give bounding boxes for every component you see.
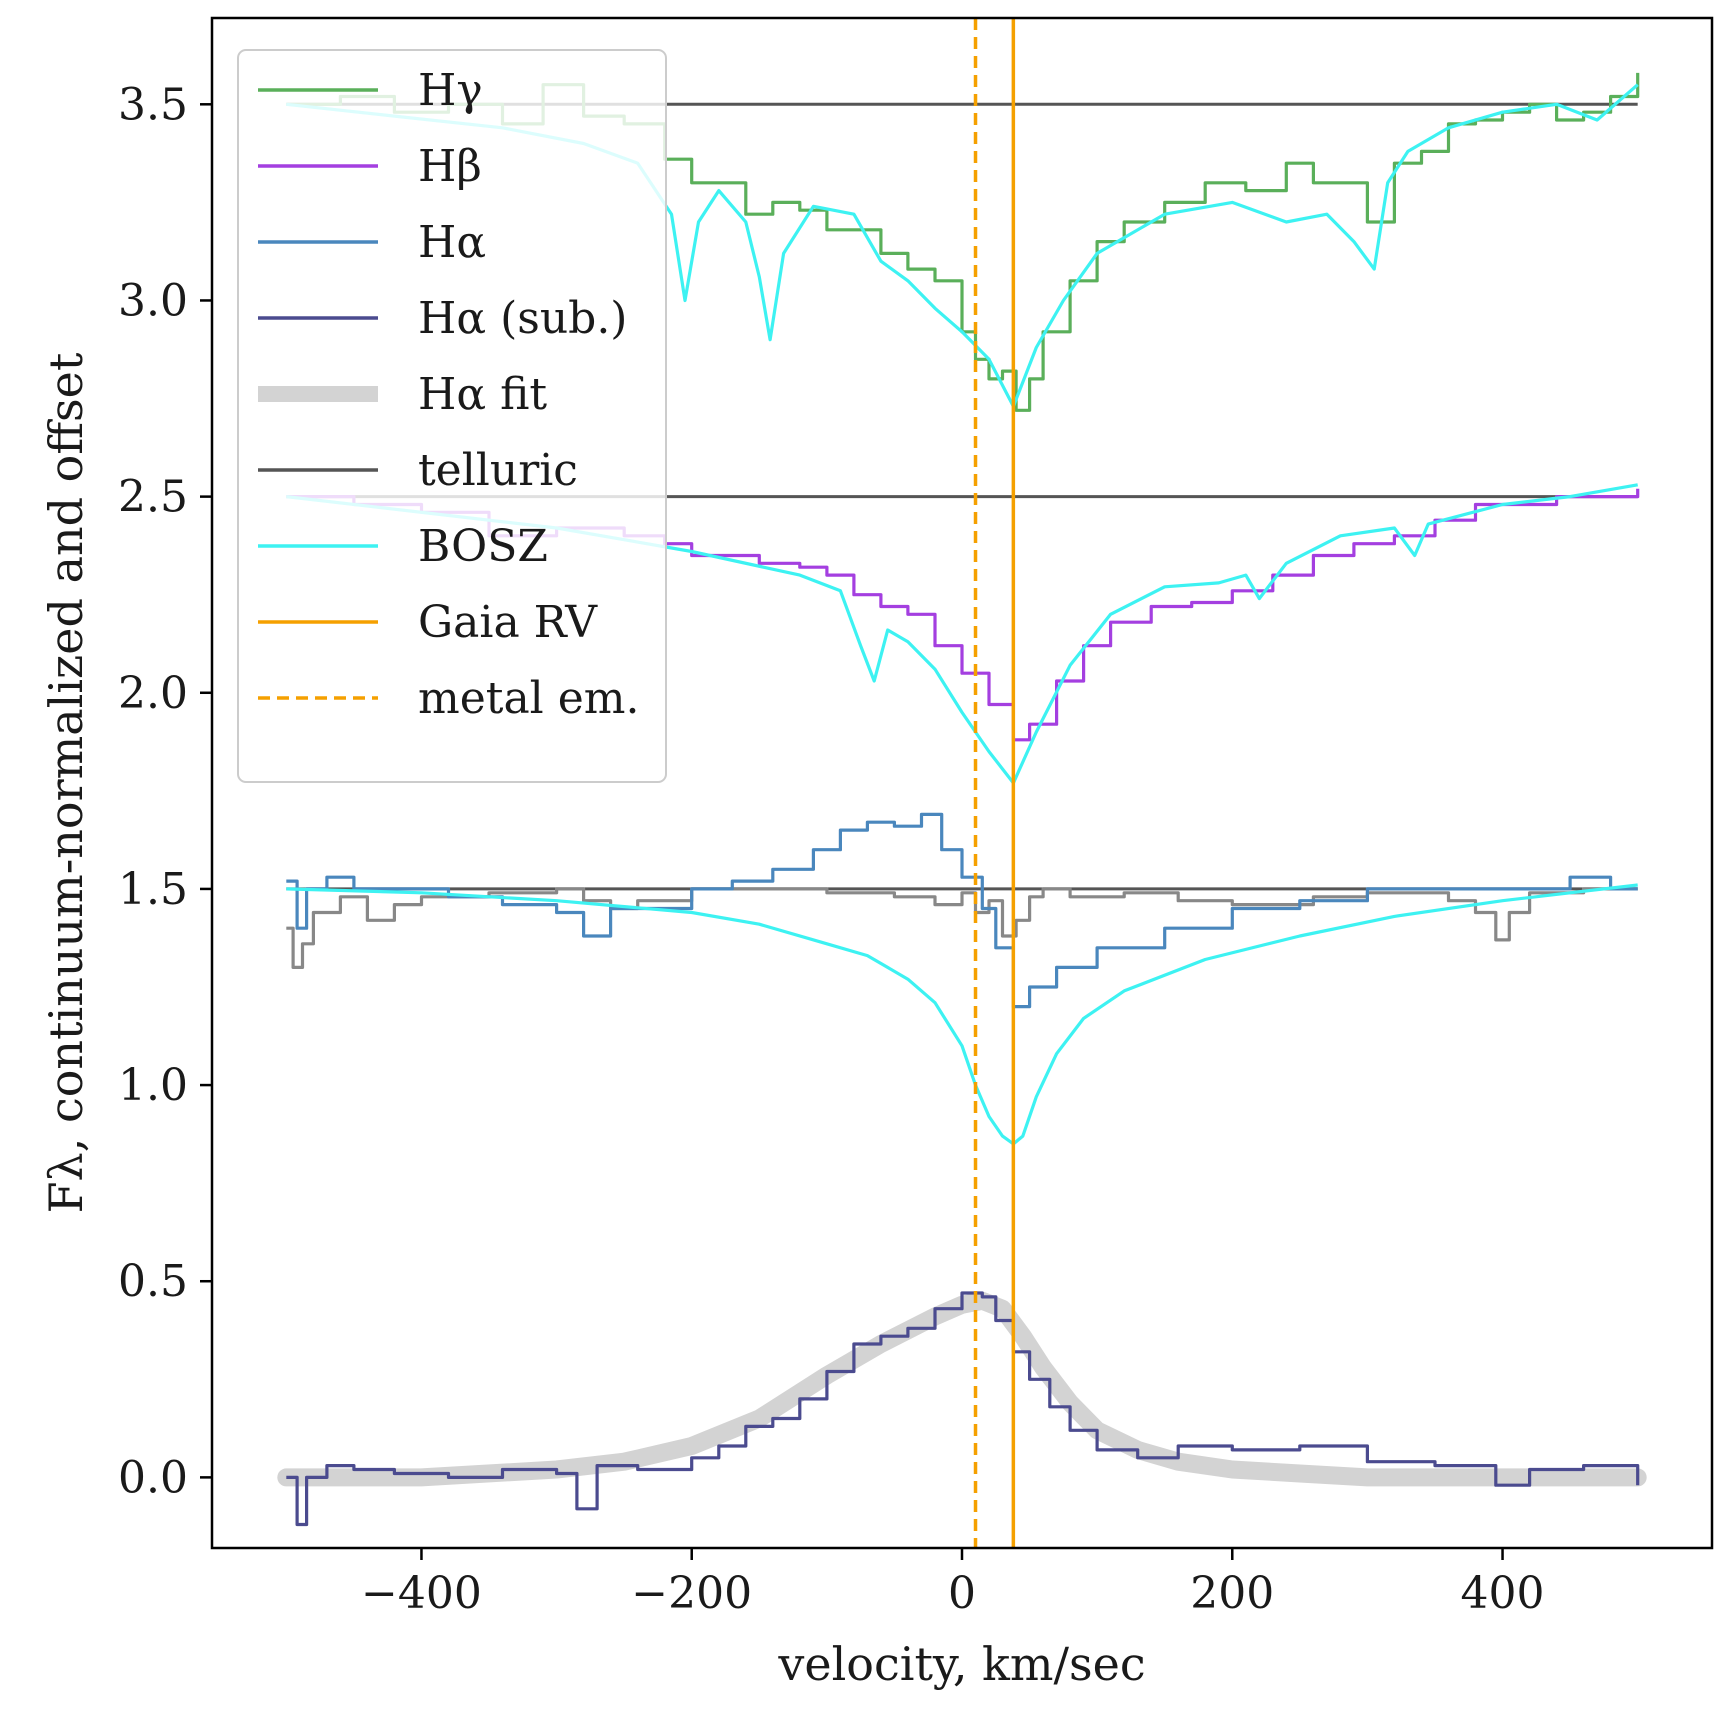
y-tick-label-5: 2.5 xyxy=(118,472,188,523)
series-halpha-fit xyxy=(277,1291,1647,1487)
y-tick-label-3: 1.5 xyxy=(118,864,188,915)
y-tick-label-7: 3.5 xyxy=(118,79,188,130)
x-tick-label-1: −200 xyxy=(631,1568,752,1619)
y-tick-label-6: 3.0 xyxy=(118,275,188,326)
x-tick-label-4: 400 xyxy=(1461,1568,1545,1619)
legend-label-3: Hα (sub.) xyxy=(418,293,627,344)
series-bosz-hbeta xyxy=(286,483,1638,785)
x-tick-label-0: −400 xyxy=(361,1568,482,1619)
legend-label-7: Gaia RV xyxy=(418,597,598,648)
legend-label-8: metal em. xyxy=(418,673,639,724)
legend: Hγ Hβ Hα Hα (sub.) Hα fit telluric BOSZ Gaia RV… xyxy=(237,49,667,783)
series-bosz-halpha xyxy=(286,883,1638,1146)
series-halpha xyxy=(286,812,1638,1009)
x-axis: −400 −200 0 200 400 xyxy=(361,1548,1545,1619)
y-axis: 0.0 0.5 1.0 1.5 2.0 2.5 3.0 3.5 xyxy=(118,79,212,1503)
legend-box xyxy=(237,49,667,783)
legend-label-1: Hβ xyxy=(418,141,482,192)
legend-label-4: Hα fit xyxy=(418,369,547,420)
x-tick-label-3: 200 xyxy=(1190,1568,1274,1619)
legend-label-2: Hα xyxy=(418,217,486,268)
x-tick-label-2: 0 xyxy=(948,1568,976,1619)
legend-label-5: telluric xyxy=(418,445,578,496)
y-tick-label-1: 0.5 xyxy=(118,1256,188,1307)
y-tick-label-0: 0.0 xyxy=(118,1452,188,1503)
series-halpha-sub xyxy=(286,1291,1640,1527)
legend-label-6: BOSZ xyxy=(418,521,548,572)
legend-label-0: Hγ xyxy=(418,65,483,116)
x-axis-label: velocity, km/sec xyxy=(777,1637,1145,1691)
y-tick-label-4: 2.0 xyxy=(118,668,188,719)
series-bosz-hgamma xyxy=(286,83,1639,408)
y-axis-label: Fλ, continuum-normalized and offset xyxy=(39,352,93,1213)
y-tick-label-2: 1.0 xyxy=(118,1060,188,1111)
